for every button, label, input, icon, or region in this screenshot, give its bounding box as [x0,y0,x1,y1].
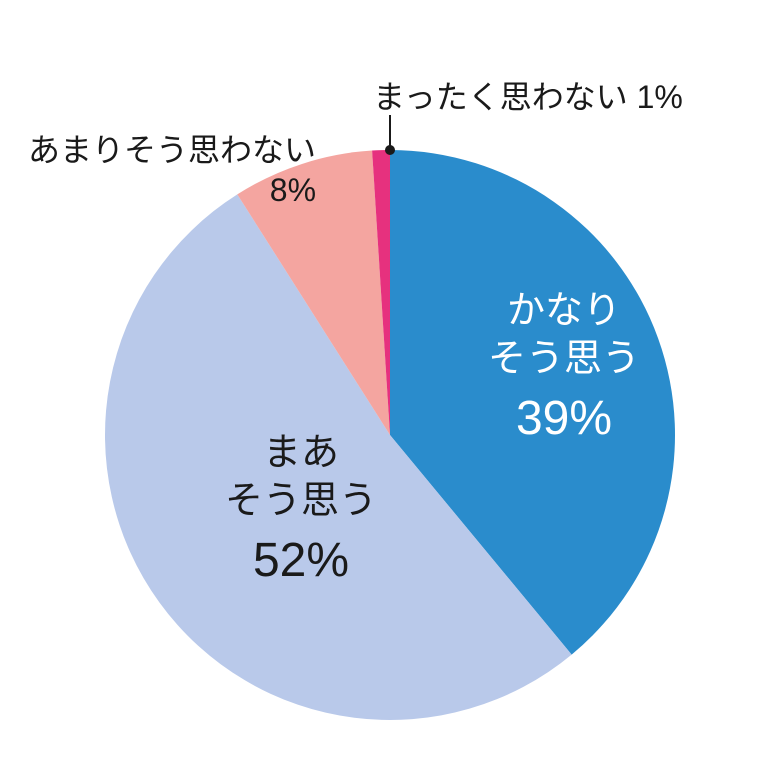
slice-label-amari-line1: あまりそう思わない [28,132,316,168]
slice-label-mattaku-line1: まったく思わない 1% [373,79,683,115]
slice-label-kanari-line1: かなり [507,290,621,332]
slice-label-kanari-pct: 39% [488,389,640,449]
slice-label-mattaku: まったく思わない 1% [373,77,683,117]
slice-label-maa-line2: そう思う [225,480,377,522]
pie-chart: かなり そう思う 39% まあ そう思う 52% あまりそう思わない 8% まっ… [0,0,760,760]
slice-label-maa-pct: 52% [225,531,377,591]
leader-dot [385,145,395,155]
slice-label-amari-line2: 8% [270,172,316,208]
slice-label-amari: あまりそう思わない 8% [28,130,316,210]
slice-label-kanari-line2: そう思う [488,338,640,380]
slice-label-maa: まあ そう思う 52% [225,430,377,591]
slice-label-maa-line1: まあ [263,432,339,474]
slice-label-kanari: かなり そう思う 39% [488,288,640,449]
